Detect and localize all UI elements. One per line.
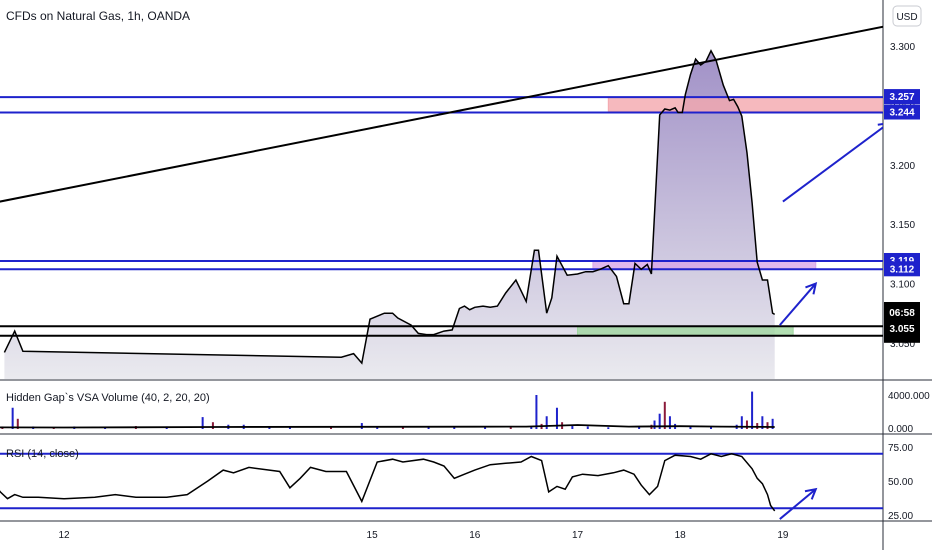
volume-bar	[453, 426, 456, 429]
volume-bar	[710, 426, 713, 429]
rsi-tick-50.00: 50.00	[888, 477, 913, 488]
volume-bar	[658, 413, 661, 429]
volume-bar	[484, 426, 487, 429]
volume-bar	[509, 427, 512, 429]
volume-bar	[201, 417, 204, 429]
arrow-up-1[interactable]	[782, 122, 889, 203]
price-label-box-3.112	[884, 261, 920, 277]
volume-bar	[288, 427, 291, 429]
price-area-fill	[4, 50, 775, 379]
volume-bar	[653, 420, 656, 429]
support-zone[interactable]	[577, 325, 794, 337]
rsi-arrow-up-head	[804, 487, 818, 500]
volume-axis: 4000.000 0.000	[888, 391, 930, 435]
rsi-arrow-up[interactable]	[779, 487, 818, 520]
price-label-3.244: 3.244	[889, 108, 914, 119]
volume-moving-average-line	[0, 424, 775, 429]
volume-bar	[535, 395, 538, 429]
volume-bar	[376, 426, 379, 429]
price-line	[3, 49, 776, 365]
time-tick-17: 17	[572, 530, 584, 541]
currency-button-label[interactable]: USD	[896, 12, 917, 23]
volume-bar	[211, 422, 214, 429]
volume-tick-4000.000: 4000.000	[888, 391, 930, 402]
volume-bar	[427, 426, 430, 429]
volume-bar	[771, 418, 774, 429]
volume-bar	[16, 418, 19, 429]
price-tick-3.050: 3.050	[890, 339, 915, 350]
rsi-line	[0, 453, 776, 512]
price-pane[interactable]	[0, 0, 932, 379]
volume-bar	[545, 416, 548, 429]
time-tick-18: 18	[675, 530, 687, 541]
volume-bar	[638, 426, 641, 429]
volume-bar	[740, 416, 743, 429]
arrow-up-2-head	[805, 281, 818, 295]
volume-bar	[607, 427, 610, 429]
bar-countdown-label: 06:58	[889, 308, 915, 319]
price-tick-3.300: 3.300	[890, 42, 915, 53]
price-tick-3.150: 3.150	[890, 220, 915, 231]
volume-bar	[401, 426, 404, 429]
volume-bar	[689, 426, 692, 429]
volume-bar	[555, 407, 558, 429]
volume-pane[interactable]	[0, 391, 775, 429]
price-tick-3.100: 3.100	[890, 280, 915, 291]
volume-bar	[530, 426, 533, 429]
volume-bar	[766, 422, 769, 429]
current-price-box	[884, 302, 920, 340]
time-tick-19: 19	[777, 530, 789, 541]
volume-tick-0.000: 0.000	[888, 424, 913, 435]
current-price-label: 3.055	[889, 324, 914, 335]
volume-bar	[571, 425, 574, 429]
arrow-up-1-shaft	[782, 126, 883, 203]
trend-line[interactable]	[0, 0, 932, 205]
volume-bar	[751, 391, 754, 429]
price-label-box-3.244	[884, 104, 920, 120]
rsi-arrow-up-shaft	[779, 488, 817, 520]
volume-bar	[586, 426, 589, 429]
rsi-tick-25.00: 25.00	[888, 511, 913, 522]
time-tick-12: 12	[58, 530, 70, 541]
resistance-zone[interactable]	[607, 96, 888, 112]
rsi-axis: 75.00 50.00 25.00	[888, 443, 913, 522]
volume-bar	[668, 416, 671, 429]
price-label-3.112: 3.112	[890, 264, 915, 275]
time-axis[interactable]: 1215161718192223	[58, 530, 932, 541]
volume-bar	[663, 401, 666, 429]
rsi-pane[interactable]	[0, 452, 883, 520]
mid-zone[interactable]	[592, 260, 817, 270]
rsi-indicator-title[interactable]: RSI (14, close)	[6, 448, 79, 460]
volume-bar	[761, 416, 764, 429]
arrow-up-1-head	[877, 122, 883, 126]
price-tick-3.200: 3.200	[890, 161, 915, 172]
volume-bar	[11, 407, 14, 429]
time-tick-15: 15	[367, 530, 379, 541]
currency-button[interactable]	[892, 5, 922, 27]
volume-bar	[745, 420, 748, 429]
arrow-up-2[interactable]	[779, 281, 818, 326]
price-label-3.257: 3.257	[889, 92, 914, 103]
volume-indicator-title[interactable]: Hidden Gap`s VSA Volume (40, 2, 20, 20)	[6, 392, 210, 404]
arrow-up-2-shaft	[779, 282, 817, 326]
time-tick-16: 16	[469, 530, 481, 541]
rsi-tick-75.00: 75.00	[888, 443, 913, 454]
symbol-title[interactable]: CFDs on Natural Gas, 1h, OANDA	[6, 9, 190, 23]
price-label-box-3.257	[884, 89, 920, 105]
